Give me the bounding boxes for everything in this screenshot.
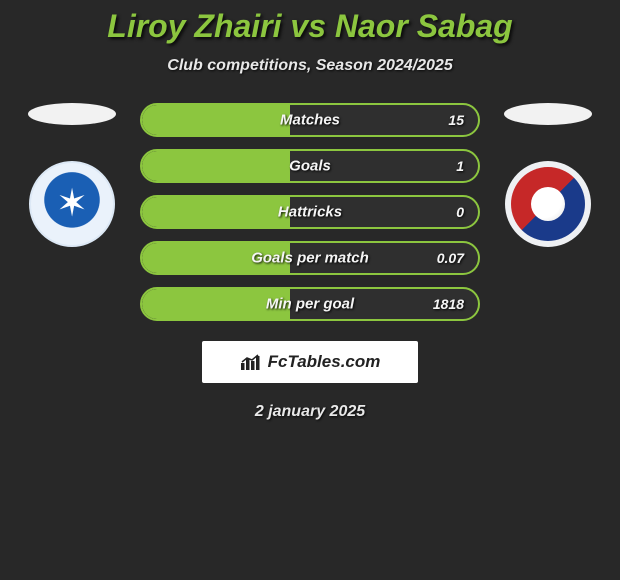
subtitle: Club competitions, Season 2024/2025 [0, 57, 620, 75]
player-left-placeholder [28, 103, 116, 125]
page-title: Liroy Zhairi vs Naor Sabag [0, 8, 620, 45]
stat-value: 1 [456, 158, 464, 174]
club-badge-right-inner [511, 167, 585, 241]
soccer-ball-icon [531, 187, 565, 221]
stat-label: Min per goal [266, 296, 354, 313]
player-left-column: ✶ [22, 103, 122, 247]
stats-bars: Matches 15 Goals 1 Hattricks 0 Goals per match… [140, 103, 480, 321]
club-badge-right [505, 161, 591, 247]
stat-value: 0 [456, 204, 464, 220]
brand-text: FcTables.com [268, 352, 381, 372]
player-right-placeholder [504, 103, 592, 125]
stat-bar-fill [142, 105, 290, 135]
stat-label: Matches [280, 112, 340, 129]
comparison-card: Liroy Zhairi vs Naor Sabag Club competit… [0, 0, 620, 421]
player-right-column [498, 103, 598, 247]
chart-icon [240, 353, 262, 371]
stat-value: 0.07 [437, 250, 464, 266]
stat-label: Goals per match [251, 250, 369, 267]
stat-bar: Goals per match 0.07 [140, 241, 480, 275]
stat-bar: Matches 15 [140, 103, 480, 137]
brand-box: FcTables.com [202, 341, 418, 383]
stat-label: Goals [289, 158, 331, 175]
stat-value: 1818 [433, 296, 464, 312]
stat-bar: Min per goal 1818 [140, 287, 480, 321]
comparison-row: ✶ Matches 15 Goals 1 Hattricks 0 Goals per mat… [0, 103, 620, 321]
club-badge-left: ✶ [29, 161, 115, 247]
date-text: 2 january 2025 [0, 403, 620, 421]
stat-label: Hattricks [278, 204, 342, 221]
star-icon: ✶ [56, 185, 88, 223]
stat-bar: Goals 1 [140, 149, 480, 183]
stat-bar: Hattricks 0 [140, 195, 480, 229]
stat-value: 15 [448, 112, 464, 128]
stat-bar-fill [142, 151, 290, 181]
stat-bar-fill [142, 197, 290, 227]
